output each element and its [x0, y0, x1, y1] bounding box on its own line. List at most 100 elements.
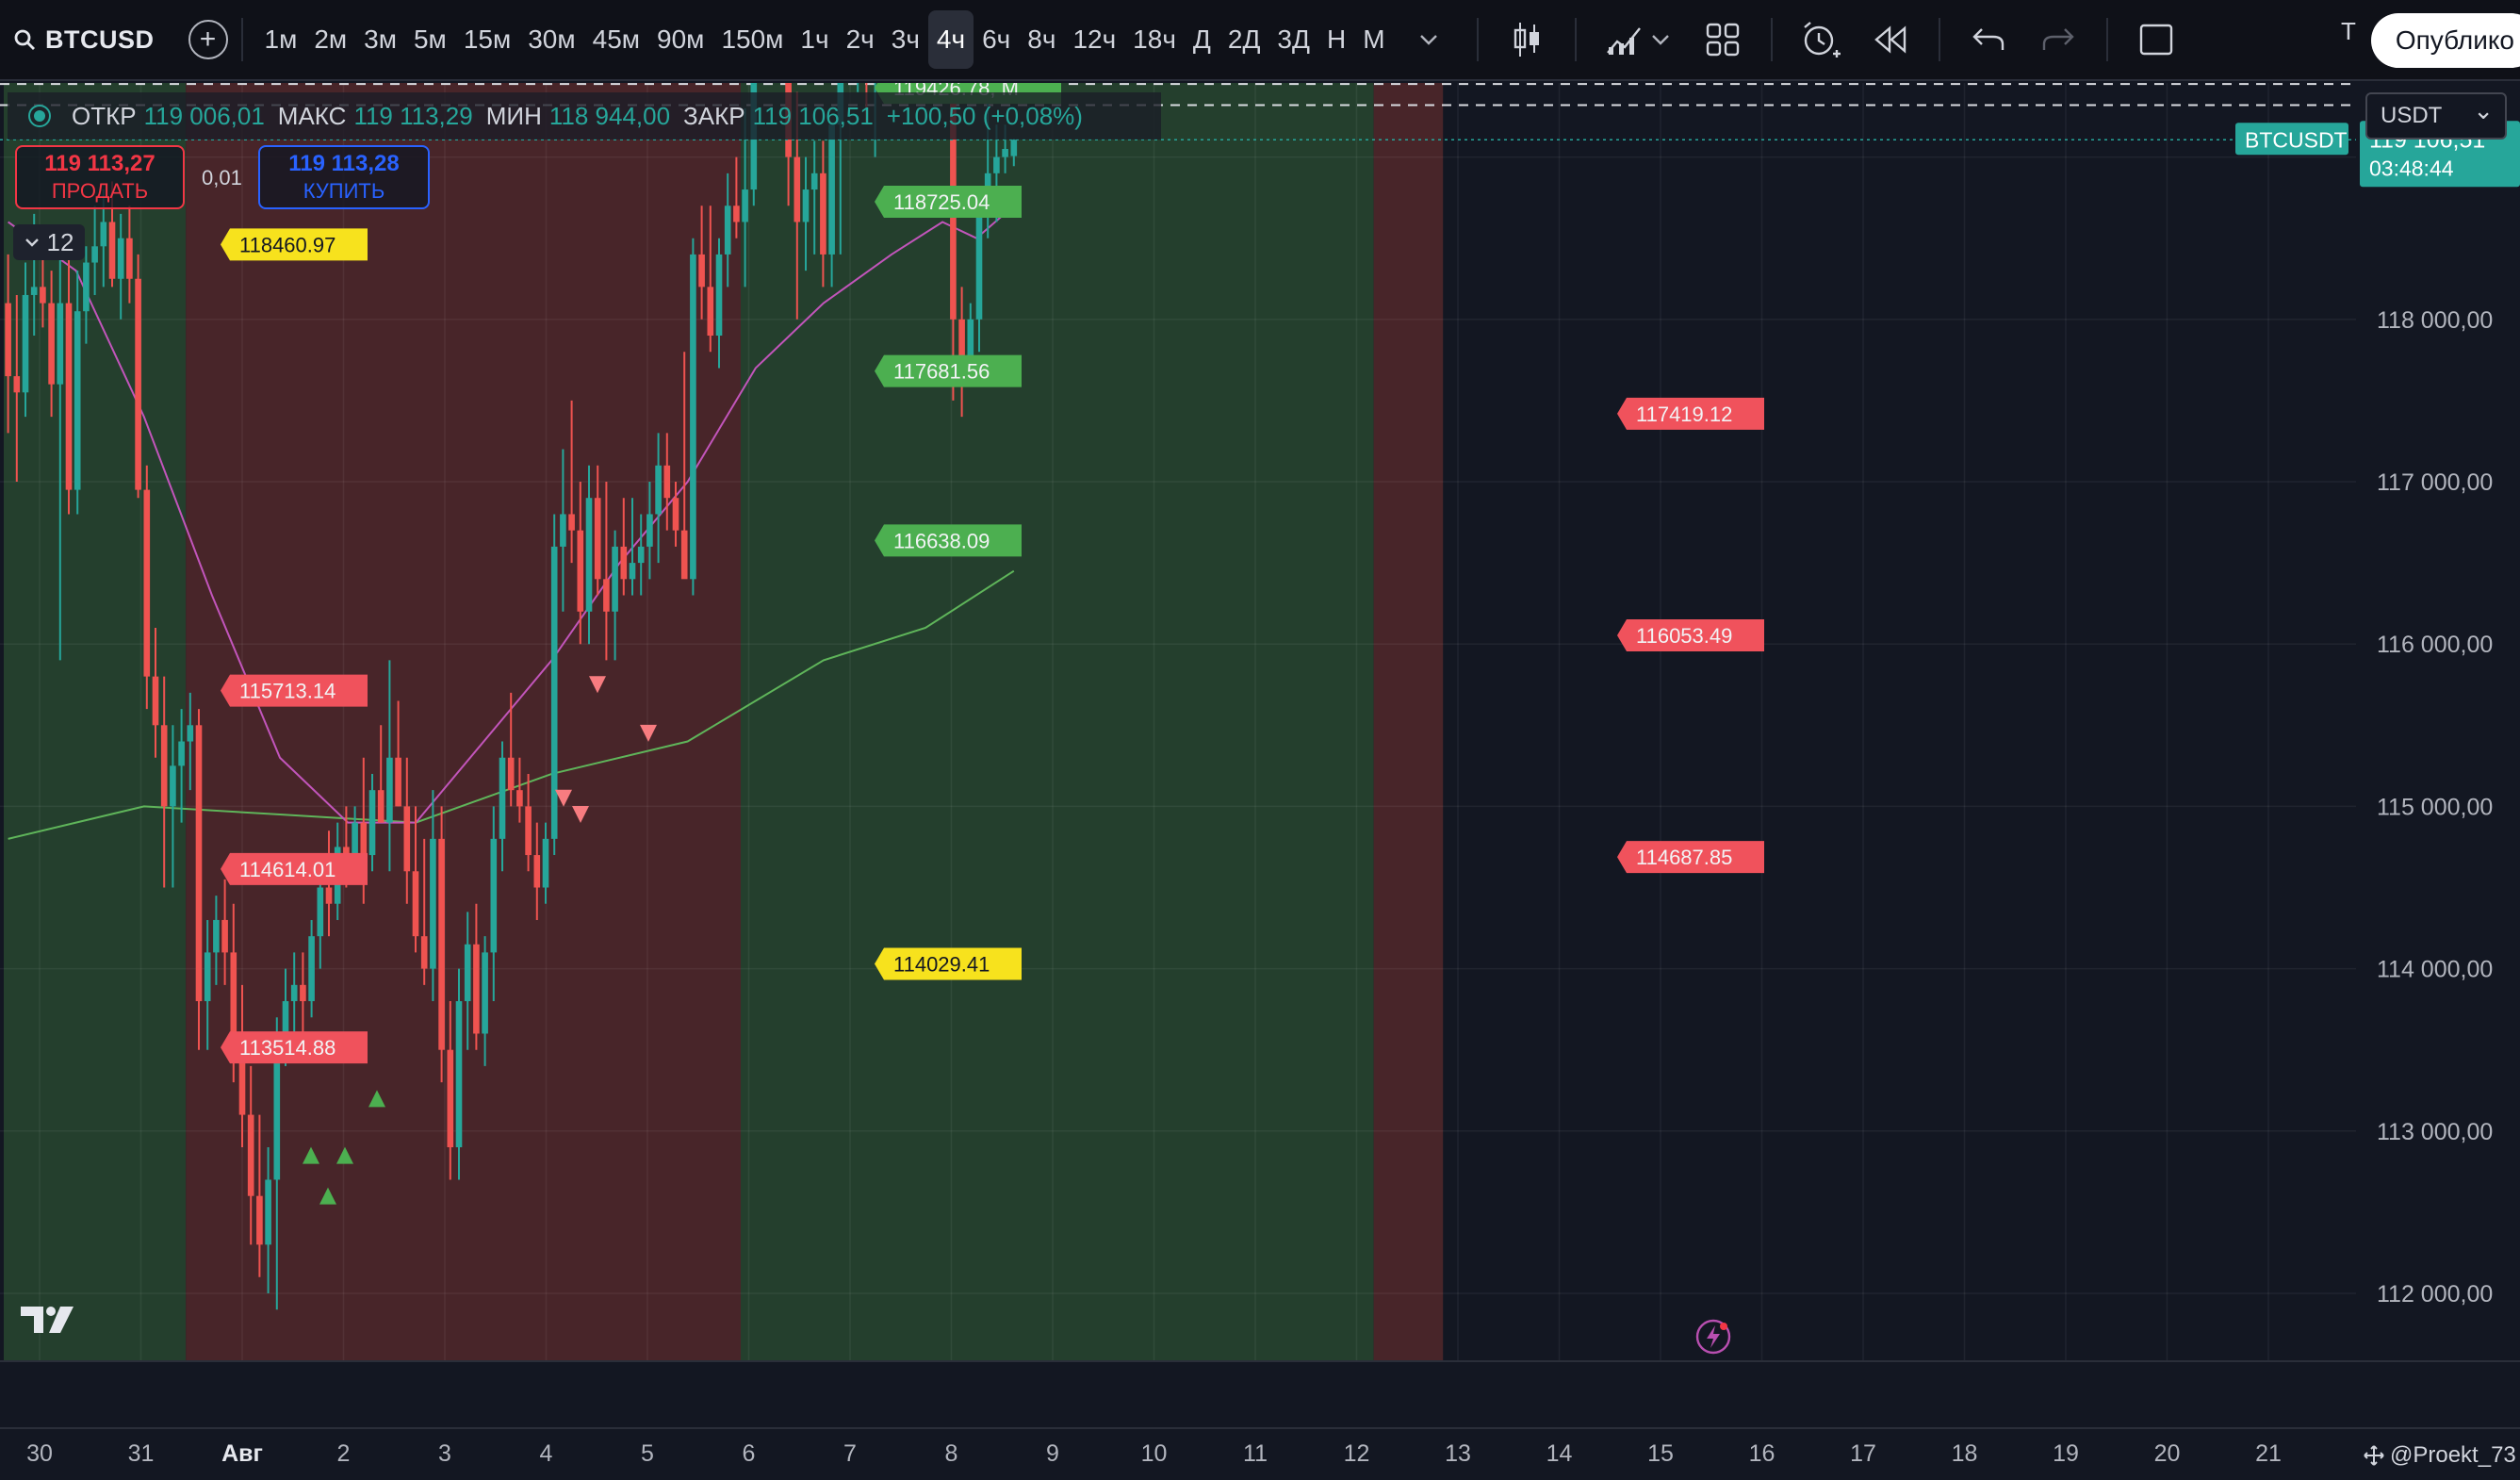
timeframe-11[interactable]: 3ч: [891, 25, 920, 54]
candle-body: [438, 838, 445, 1050]
timeframe-4[interactable]: 15м: [463, 25, 512, 54]
price-axis-background: [2356, 83, 2520, 1361]
timeframe-19[interactable]: 3Д: [1277, 25, 1310, 54]
level-label-tag: [1617, 618, 1764, 651]
indicators-collapse-button[interactable]: 12: [13, 224, 85, 260]
visibility-toggle[interactable]: [28, 105, 51, 127]
time-tick-label: 11: [1243, 1440, 1268, 1467]
top-toolbar: BTCUSD + 1м 2м 3м 5м 15м 30м 45м 90м 150м 1ч 2ч 3ч 4…: [0, 0, 2520, 81]
timeframe-13[interactable]: 6ч: [982, 25, 1011, 54]
layout-button[interactable]: [2135, 18, 2178, 61]
candle: [412, 806, 419, 953]
symbol-label: BTCUSD: [45, 25, 155, 54]
chevron-down-icon: [25, 238, 39, 247]
templates-button[interactable]: [1701, 18, 1744, 61]
candle-style-button[interactable]: [1505, 18, 1548, 61]
candle-body: [290, 984, 298, 1002]
time-tick-label: 31: [128, 1440, 155, 1467]
candle-body: [663, 465, 671, 499]
candle: [160, 676, 168, 888]
timeframe-3[interactable]: 5м: [413, 25, 447, 54]
timeframe-2[interactable]: 3м: [364, 25, 397, 54]
candle-body: [612, 546, 618, 612]
candle: [655, 433, 662, 564]
symbol-search[interactable]: BTCUSD: [13, 11, 155, 68]
session-zone-green: [741, 83, 1374, 1361]
candle-body: [794, 156, 801, 222]
timeframe-7[interactable]: 90м: [657, 25, 705, 54]
timeframe-8[interactable]: 150м: [721, 25, 784, 54]
time-tick-label: 14: [1546, 1440, 1573, 1467]
timeframe-14[interactable]: 8ч: [1027, 25, 1056, 54]
ohlc-legend: ОТКР 119 006,01 МАКС 119 113,29 МИН 118 …: [8, 92, 1161, 140]
time-tick-label: 8: [945, 1440, 958, 1467]
timeframe-5[interactable]: 30м: [528, 25, 576, 54]
compare-symbol-button[interactable]: +: [188, 20, 228, 59]
timeframe-1[interactable]: 2м: [314, 25, 348, 54]
candle-body: [247, 1114, 254, 1196]
low-value: 118 944,00: [548, 101, 671, 130]
timeframe-12[interactable]: 4ч: [927, 10, 974, 69]
timeframe-9[interactable]: 1ч: [800, 25, 829, 54]
level-price-label: 117419.12: [1617, 397, 1764, 430]
candle: [490, 806, 498, 1002]
candle: [724, 173, 731, 288]
time-tick-label: 18: [1952, 1440, 1978, 1467]
indicators-button[interactable]: [1603, 18, 1646, 61]
price-chart[interactable]: 118460.97115713.14114614.01113514.881194…: [0, 83, 2520, 1427]
candle: [707, 206, 714, 353]
candle: [690, 238, 696, 596]
time-tick-label: 12: [1344, 1440, 1370, 1467]
candle: [386, 660, 393, 872]
undo-button[interactable]: [1967, 18, 2010, 61]
level-label-tag: [875, 947, 1022, 980]
alert-button[interactable]: [1799, 18, 1842, 61]
candle-body: [473, 944, 480, 1034]
candle: [420, 838, 428, 985]
candle-body: [690, 254, 696, 580]
timeframe-0[interactable]: 1м: [264, 25, 298, 54]
level-label-text: 118460.97: [239, 233, 335, 256]
candle-body: [1002, 148, 1008, 157]
candle-body: [707, 287, 714, 337]
sell-price: 119 113,27: [44, 151, 155, 176]
trade-quantity[interactable]: 0,01: [202, 166, 242, 189]
candle-body: [160, 725, 168, 807]
lightning-icon[interactable]: [1694, 1318, 1732, 1356]
level-price-label: 116053.49: [1617, 618, 1764, 651]
timeframe-18[interactable]: 2Д: [1227, 25, 1261, 54]
replay-button[interactable]: [1869, 18, 1912, 61]
level-label-tag: [221, 852, 368, 885]
timeframe-10[interactable]: 2ч: [845, 25, 875, 54]
timeframe-17[interactable]: Д: [1192, 25, 1211, 54]
timeframe-16[interactable]: 18ч: [1133, 25, 1176, 54]
candle-body: [464, 944, 471, 1002]
timeframe-20[interactable]: Н: [1326, 25, 1347, 54]
timeframe-21[interactable]: М: [1363, 25, 1385, 54]
candle: [1010, 139, 1018, 167]
search-icon: [14, 29, 35, 50]
time-axis[interactable]: 30 31 Авг 2 3 4 5 6 7 8 9 10 11 12 13 14 15 16 17 18 19 20 21: [0, 1427, 2520, 1480]
candle-body: [265, 1179, 271, 1245]
buy-price: 119 113,28: [288, 151, 400, 176]
redo-button[interactable]: [2037, 18, 2080, 61]
candle-body: [594, 498, 601, 580]
level-label-tag: [221, 1031, 368, 1064]
sell-button[interactable]: 119 113,27 ПРОДАТЬ: [15, 145, 185, 209]
candle-body: [187, 725, 194, 742]
bar-countdown-text: 03:48:44: [2369, 156, 2454, 180]
timeframe-dropdown-button[interactable]: [1407, 18, 1450, 61]
time-tick-label: Авг: [221, 1440, 263, 1467]
indicators-dropdown-button[interactable]: [1646, 18, 1675, 61]
buy-button[interactable]: 119 113,28 КУПИТЬ: [258, 145, 430, 209]
timeframe-15[interactable]: 12ч: [1072, 25, 1117, 54]
candle-body: [603, 579, 610, 612]
candle-body: [325, 887, 333, 904]
candle-body: [958, 319, 965, 369]
currency-select[interactable]: USDT: [2365, 89, 2507, 140]
candle-body: [542, 838, 549, 888]
publish-button[interactable]: Опублико: [2370, 13, 2520, 68]
grid-lines: [0, 83, 2356, 1361]
timeframe-6[interactable]: 45м: [592, 25, 641, 54]
time-tick-label: 30: [26, 1440, 53, 1467]
